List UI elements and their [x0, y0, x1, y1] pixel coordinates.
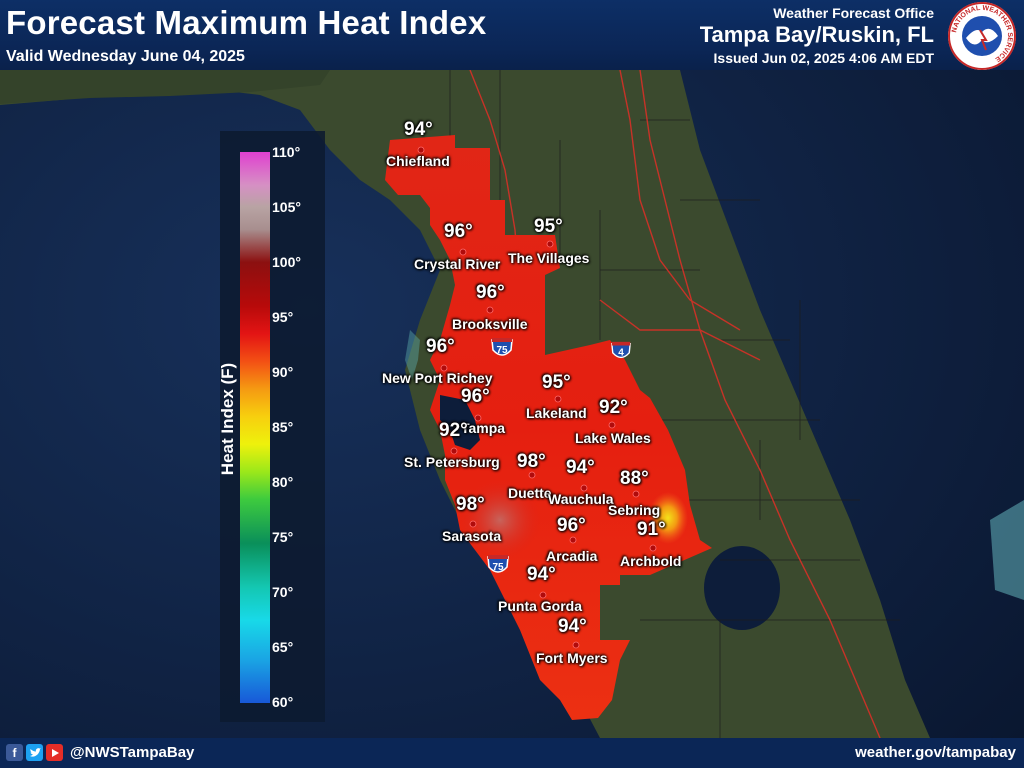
- value-the-villages: 95°: [534, 216, 563, 237]
- value-crystal-river: 96°: [444, 221, 473, 242]
- value-fort-myers: 94°: [558, 616, 587, 637]
- city-sarasota: Sarasota: [442, 528, 502, 544]
- city-arcadia: Arcadia: [546, 548, 598, 564]
- i4-shield: 4: [611, 341, 631, 359]
- city-crystal-river: Crystal River: [414, 256, 501, 272]
- dot-fort-myers: [572, 641, 580, 649]
- footer-bar: f @NWSTampaBay weather.gov/tampabay: [0, 738, 1024, 768]
- value-punta-gorda: 94°: [527, 564, 556, 585]
- valid-date: Valid Wednesday June 04, 2025: [6, 48, 245, 65]
- city-the-villages: The Villages: [508, 250, 590, 266]
- tick-80: 80°: [272, 474, 294, 490]
- value-wauchula: 94°: [566, 457, 595, 478]
- city-chiefland: Chiefland: [386, 153, 450, 169]
- dot-chiefland: [417, 146, 425, 154]
- city-st-petersburg: St. Petersburg: [404, 454, 500, 470]
- tick-70: 70°: [272, 584, 294, 600]
- dot-punta-gorda: [539, 591, 547, 599]
- tick-85: 85°: [272, 419, 294, 435]
- city-brooksville: Brooksville: [452, 316, 528, 332]
- cool-spot-sebring: [648, 492, 688, 544]
- dot-the-villages: [546, 240, 554, 248]
- value-archbold: 91°: [637, 519, 666, 540]
- city-sebring: Sebring: [608, 502, 661, 518]
- issued-time: Issued Jun 02, 2025 4:06 AM EDT: [713, 50, 934, 66]
- social-links: f @NWSTampaBay: [6, 744, 194, 761]
- header-bar: Forecast Maximum Heat Index Valid Wednes…: [0, 0, 1024, 70]
- tick-95: 95°: [272, 309, 294, 325]
- nws-logo-icon: NATIONAL WEATHER SERVICE: [948, 2, 1016, 70]
- gulf-shallows: [405, 330, 420, 380]
- youtube-icon[interactable]: [46, 744, 63, 761]
- office-name: Tampa Bay/Ruskin, FL: [699, 22, 934, 47]
- city-fort-myers: Fort Myers: [536, 650, 608, 666]
- dot-st-petersburg: [450, 447, 458, 455]
- dot-duette: [528, 471, 536, 479]
- land-panhandle: [0, 70, 330, 104]
- lake-okeechobee: [704, 546, 780, 630]
- value-lakeland: 95°: [542, 372, 571, 393]
- social-handle[interactable]: @NWSTampaBay: [70, 744, 195, 761]
- i4-label: 4: [618, 348, 624, 359]
- dot-tampa: [474, 414, 482, 422]
- tick-110: 110°: [272, 144, 301, 160]
- tick-60: 60°: [272, 694, 294, 710]
- i75-shield-south: 75: [487, 555, 509, 573]
- city-lakeland: Lakeland: [526, 405, 587, 421]
- dot-arcadia: [569, 536, 577, 544]
- value-st-petersburg: 92°: [439, 420, 468, 441]
- page-title: Forecast Maximum Heat Index: [6, 4, 487, 41]
- dot-crystal-river: [459, 248, 467, 256]
- value-tampa: 96°: [461, 386, 490, 407]
- east-shallows: [990, 500, 1024, 600]
- value-chiefland: 94°: [404, 119, 433, 140]
- i75-label-south: 75: [492, 562, 504, 573]
- dot-wauchula: [580, 484, 588, 492]
- tick-105: 105°: [272, 199, 301, 215]
- city-tampa: Tampa: [461, 420, 506, 436]
- city-punta-gorda: Punta Gorda: [498, 598, 583, 614]
- value-lake-wales: 92°: [599, 397, 628, 418]
- value-arcadia: 96°: [557, 515, 586, 536]
- tick-100: 100°: [272, 254, 301, 270]
- dot-lakeland: [554, 395, 562, 403]
- city-wauchula: Wauchula: [548, 491, 614, 507]
- tick-75: 75°: [272, 529, 294, 545]
- i75-shield-north: 75: [491, 338, 513, 356]
- website-link[interactable]: weather.gov/tampabay: [855, 744, 1016, 761]
- dot-new-port-richey: [440, 364, 448, 372]
- county-lines: [449, 70, 900, 738]
- facebook-icon[interactable]: f: [6, 744, 23, 761]
- city-archbold: Archbold: [620, 553, 682, 569]
- heat-region: [385, 135, 712, 720]
- city-lake-wales: Lake Wales: [575, 430, 651, 446]
- value-new-port-richey: 96°: [426, 336, 455, 357]
- tick-90: 90°: [272, 364, 294, 380]
- color-legend: 110° 105° 100° 95° 90° 85° 80° 75° 70° 6…: [218, 131, 325, 722]
- value-brooksville: 96°: [476, 282, 505, 303]
- value-duette: 98°: [517, 451, 546, 472]
- dot-lake-wales: [608, 421, 616, 429]
- dot-sebring: [632, 490, 640, 498]
- color-scale-bar: [240, 152, 270, 703]
- tampa-bay: [440, 395, 480, 450]
- dot-brooksville: [486, 306, 494, 314]
- city-duette: Duette: [508, 485, 552, 501]
- hot-spot-98: [460, 480, 540, 560]
- dot-sarasota: [469, 520, 477, 528]
- office-label: Weather Forecast Office: [773, 5, 934, 21]
- legend-title: Heat Index (F): [218, 362, 237, 476]
- tick-65: 65°: [272, 639, 294, 655]
- twitter-icon[interactable]: [26, 744, 43, 761]
- i75-label-north: 75: [496, 345, 508, 356]
- city-new-port-richey: New Port Richey: [382, 370, 493, 386]
- value-sarasota: 98°: [456, 494, 485, 515]
- dot-archbold: [649, 544, 657, 552]
- value-sebring: 88°: [620, 468, 649, 489]
